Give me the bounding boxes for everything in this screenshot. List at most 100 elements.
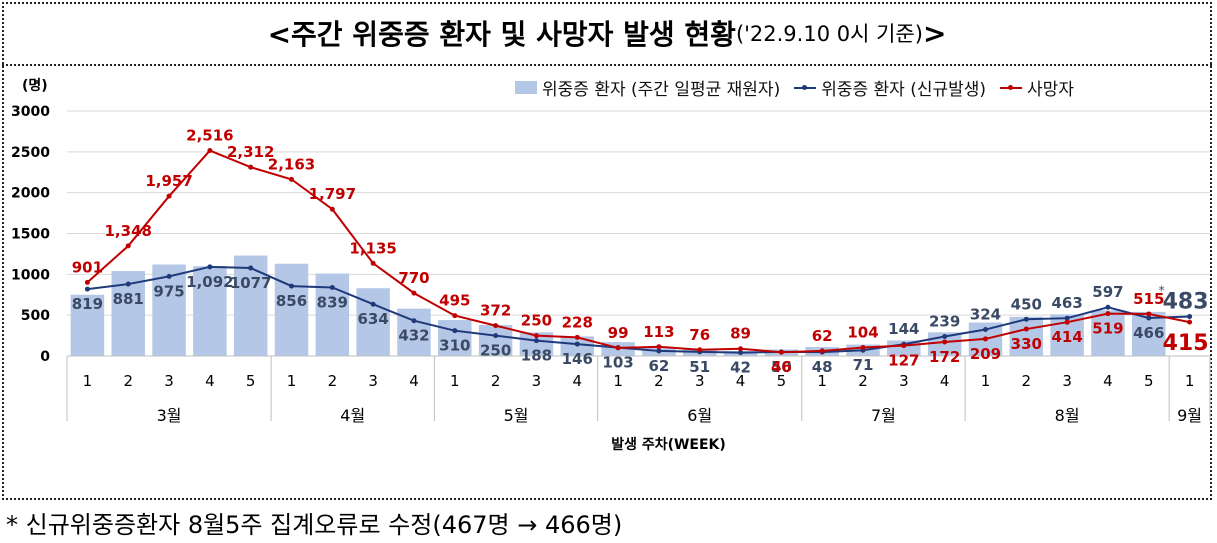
- severe-data-label: 324: [970, 306, 1001, 324]
- deaths-point: [1187, 319, 1193, 325]
- severe-point: [248, 265, 254, 271]
- deaths-data-label: 519: [1092, 320, 1123, 338]
- x-tick-week: 4: [409, 372, 419, 390]
- y-tick-label: 2000: [11, 186, 50, 202]
- severe-data-label: 839: [317, 293, 348, 311]
- deaths-point: [493, 323, 499, 329]
- deaths-data-label: 104: [847, 324, 878, 342]
- severe-data-label: 71: [853, 356, 874, 374]
- severe-point: [329, 284, 335, 290]
- deaths-data-label: 76: [689, 326, 710, 344]
- severe-data-label: 597: [1092, 283, 1123, 301]
- deaths-point: [370, 260, 376, 266]
- bar: [1091, 310, 1125, 356]
- severe-data-label: 1077: [230, 274, 272, 292]
- bar: [519, 332, 554, 356]
- chart-subtitle: ('22.9.10 0시 기준): [735, 22, 923, 46]
- footnote-marker: *: [1159, 284, 1165, 298]
- severe-point: [942, 333, 948, 339]
- severe-data-label: 819: [72, 295, 103, 313]
- severe-point: [574, 341, 580, 347]
- severe-data-label: 856: [276, 292, 307, 310]
- deaths-point: [1105, 311, 1111, 317]
- severe-data-label: 51: [689, 358, 710, 376]
- severe-data-label: 634: [358, 310, 389, 328]
- severe-point: [370, 301, 376, 307]
- severe-point: [493, 333, 499, 339]
- deaths-data-label: 515: [1133, 290, 1164, 308]
- deaths-point: [84, 279, 90, 285]
- bar: [274, 263, 309, 356]
- severe-data-label: 310: [439, 337, 470, 355]
- deaths-point: [411, 290, 417, 296]
- x-tick-week: 4: [205, 372, 215, 390]
- x-tick-month: 9월: [1177, 406, 1202, 425]
- deaths-data-label: 330: [1011, 335, 1042, 353]
- legend-deaths-label: 사망자: [1027, 80, 1074, 100]
- x-tick-week: 2: [654, 372, 664, 390]
- deaths-last-label: 415: [1163, 331, 1209, 356]
- severe-data-label: 103: [602, 354, 633, 372]
- severe-point: [982, 327, 988, 333]
- deaths-point: [166, 193, 172, 199]
- legend-deaths-swatch: [1000, 81, 1023, 95]
- x-tick-month: 5월: [504, 406, 529, 425]
- severe-data-label: 1,092: [186, 273, 233, 291]
- deaths-point: [452, 313, 458, 319]
- deaths-point: [860, 345, 866, 351]
- x-tick-month: 3월: [157, 406, 182, 425]
- deaths-point: [982, 336, 988, 342]
- legend-item-bar: 위중증 환자 (주간 일평균 재원자): [515, 75, 780, 100]
- legend: 위중증 환자 (주간 일평균 재원자) 위중증 환자 (신규발생) 사망자: [515, 75, 1088, 100]
- deaths-data-label: 113: [643, 323, 674, 341]
- severe-data-label: 881: [113, 290, 144, 308]
- severe-data-label: 250: [480, 342, 511, 360]
- bar: [438, 320, 472, 356]
- severe-point: [1187, 314, 1193, 320]
- x-tick-week: 1: [817, 372, 827, 390]
- severe-point: [411, 318, 417, 324]
- x-tick-week: 3: [899, 372, 909, 390]
- severe-data-label: 50: [771, 358, 792, 376]
- x-tick-week: 2: [1022, 372, 1032, 390]
- x-axis-title: 발생 주차(WEEK): [611, 436, 726, 453]
- deaths-point: [697, 347, 703, 353]
- chart-frame: [2, 2, 1212, 500]
- severe-point: [1064, 315, 1070, 321]
- severe-data-label: 42: [730, 359, 751, 377]
- x-tick-week: 3: [1062, 372, 1072, 390]
- deaths-point: [1064, 319, 1070, 325]
- deaths-point: [656, 344, 662, 350]
- deaths-data-label: 99: [608, 324, 629, 342]
- deaths-point: [819, 348, 825, 354]
- y-tick-label: 500: [21, 308, 50, 324]
- deaths-point: [901, 343, 907, 349]
- x-tick-week: 4: [940, 372, 950, 390]
- bar: [193, 266, 227, 356]
- x-tick-week: 2: [123, 372, 133, 390]
- severe-data-label: 62: [648, 357, 669, 375]
- x-tick-month: 8월: [1055, 406, 1080, 425]
- deaths-data-label: 89: [730, 325, 751, 343]
- deaths-data-label: 228: [562, 313, 593, 331]
- x-tick-week: 2: [491, 372, 501, 390]
- severe-data-label: 463: [1051, 294, 1082, 312]
- deaths-point: [329, 206, 335, 212]
- chart-title: <주간 위중증 환자 및 사망자 발생 현황: [267, 18, 736, 51]
- deaths-point: [1146, 311, 1152, 317]
- severe-data-label: 432: [398, 327, 429, 345]
- deaths-point: [738, 346, 744, 352]
- x-tick-week: 5: [246, 372, 256, 390]
- y-tick-label: 2500: [11, 145, 50, 161]
- severe-point: [1105, 304, 1111, 310]
- legend-severe-swatch: [794, 81, 817, 95]
- severe-point: [1146, 315, 1152, 321]
- x-tick-week: 5: [777, 372, 787, 390]
- deaths-data-label: 2,516: [186, 127, 233, 145]
- x-tick-week: 3: [532, 372, 542, 390]
- severe-data-label: 450: [1011, 295, 1042, 313]
- x-tick-week: 4: [1103, 372, 1113, 390]
- deaths-point: [574, 334, 580, 340]
- deaths-data-label: 209: [970, 345, 1001, 363]
